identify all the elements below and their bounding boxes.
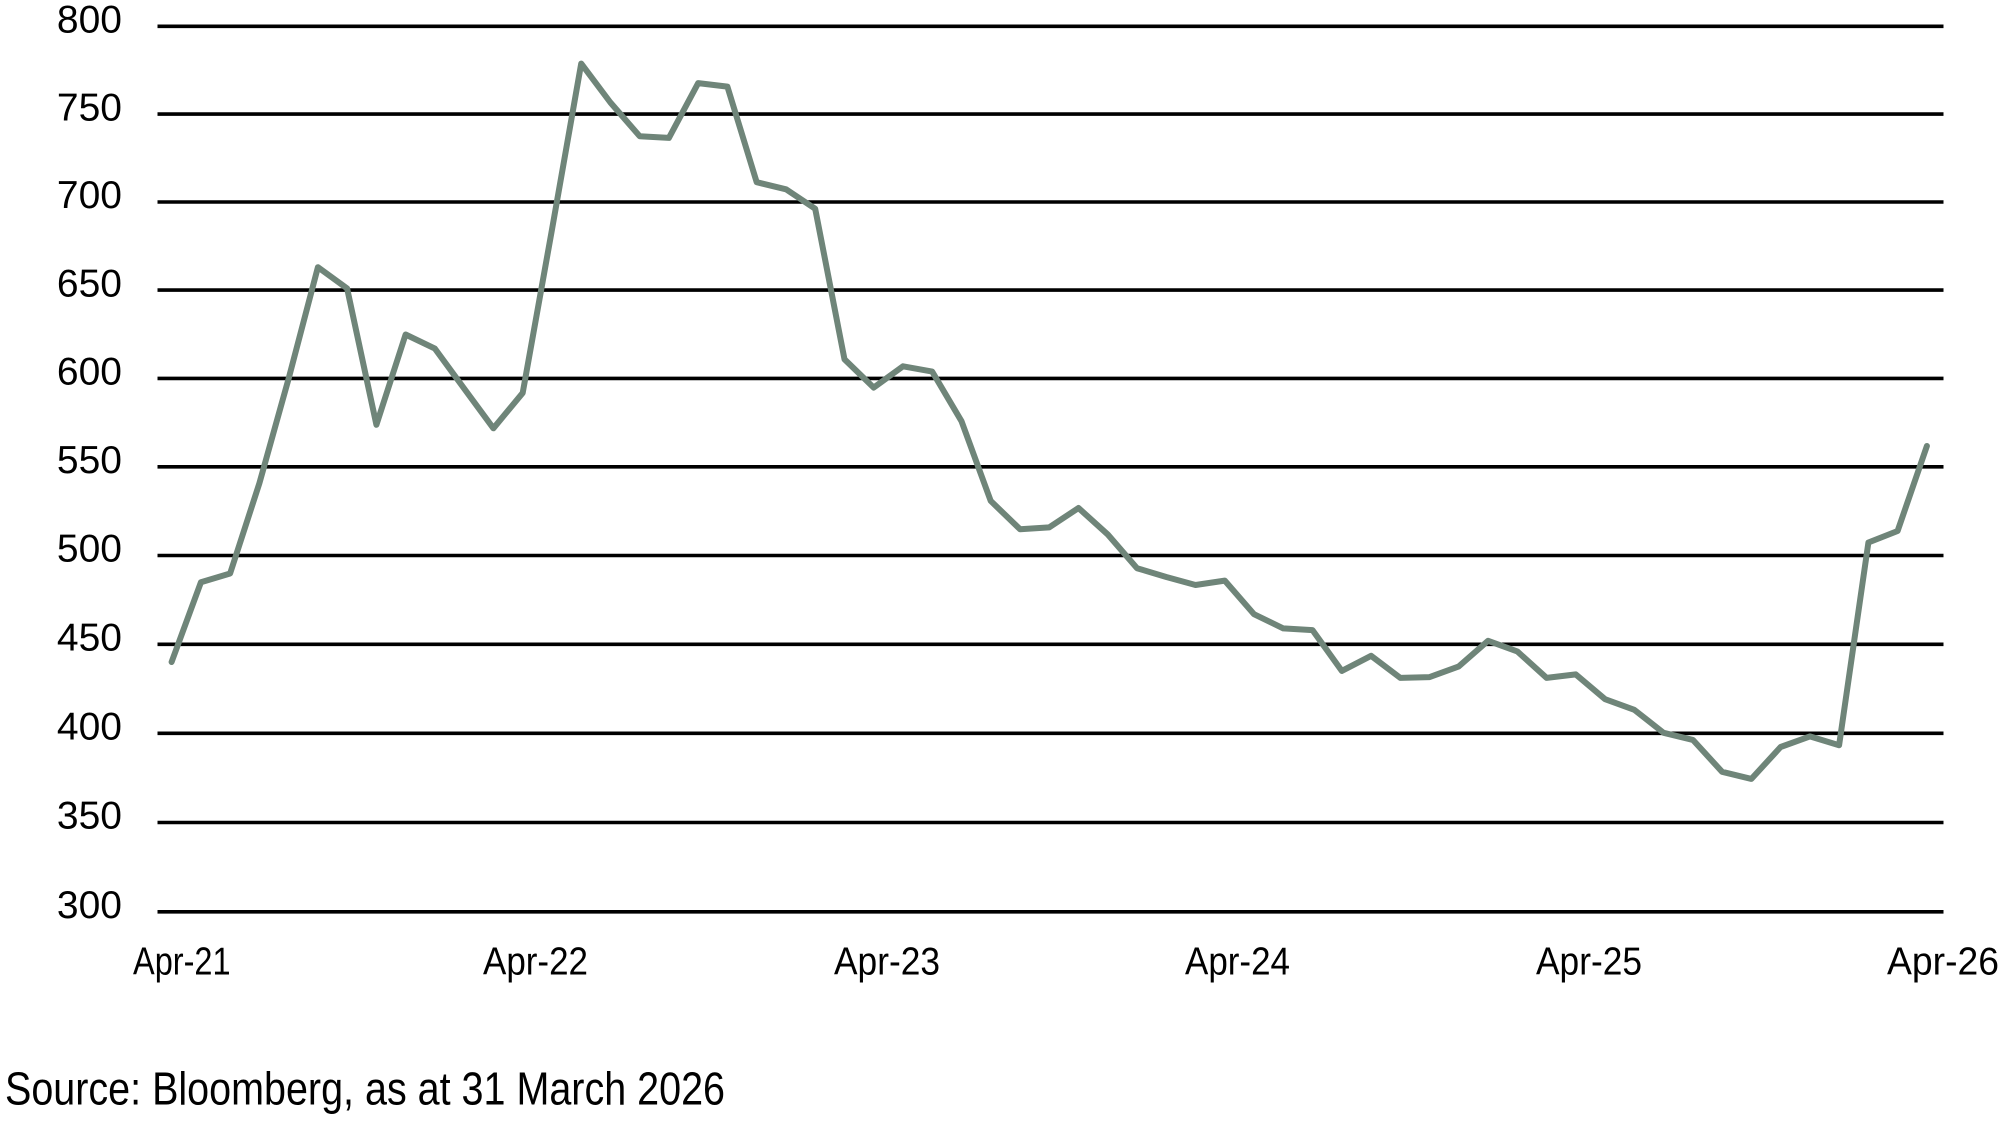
svg-text:650: 650: [57, 262, 122, 305]
svg-text:550: 550: [57, 439, 122, 482]
svg-text:Source: Bloomberg, as at 31 Ma: Source: Bloomberg, as at 31 March 2026: [5, 1063, 725, 1115]
svg-text:400: 400: [57, 706, 122, 749]
svg-text:350: 350: [57, 795, 122, 838]
svg-text:600: 600: [57, 351, 122, 394]
svg-text:700: 700: [57, 174, 122, 217]
svg-text:500: 500: [57, 528, 122, 571]
svg-text:750: 750: [57, 86, 122, 129]
svg-text:Apr-21: Apr-21: [133, 940, 231, 983]
svg-text:300: 300: [57, 884, 122, 927]
svg-text:800: 800: [57, 0, 122, 42]
svg-text:Apr-24: Apr-24: [1185, 940, 1290, 983]
svg-text:Apr-23: Apr-23: [834, 940, 940, 983]
svg-text:450: 450: [57, 617, 122, 660]
svg-text:Apr-25: Apr-25: [1536, 940, 1642, 983]
svg-text:Apr-22: Apr-22: [483, 940, 588, 983]
svg-text:Apr-26: Apr-26: [1887, 940, 1999, 983]
